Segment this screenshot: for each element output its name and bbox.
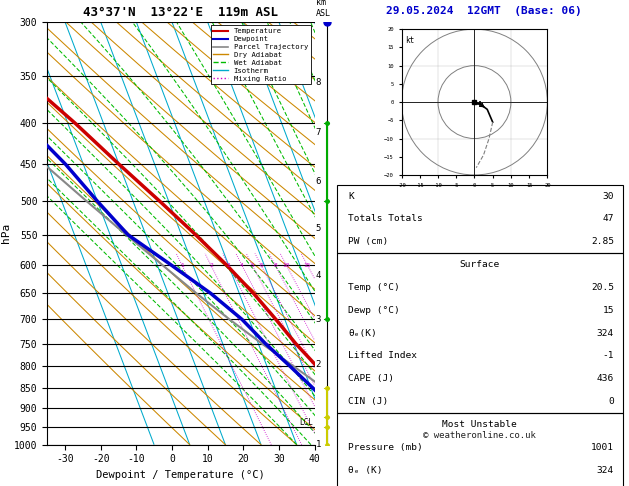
Title: 43°37'N  13°22'E  119m ASL: 43°37'N 13°22'E 119m ASL [83, 6, 279, 19]
Text: 5: 5 [316, 225, 321, 233]
Text: 6: 6 [316, 176, 321, 186]
Text: 1001: 1001 [591, 443, 614, 451]
Text: 4: 4 [316, 271, 321, 280]
Text: 1: 1 [316, 440, 321, 449]
X-axis label: Dewpoint / Temperature (°C): Dewpoint / Temperature (°C) [96, 470, 265, 480]
Text: 6: 6 [259, 263, 263, 268]
Text: 3: 3 [227, 263, 231, 268]
Text: 5: 5 [250, 263, 254, 268]
Text: K: K [348, 191, 353, 201]
Text: 2: 2 [316, 360, 321, 368]
Text: CAPE (J): CAPE (J) [348, 374, 394, 383]
Text: PW (cm): PW (cm) [348, 237, 388, 246]
Text: -1: -1 [603, 351, 614, 361]
Text: 0: 0 [608, 397, 614, 406]
Text: 20.5: 20.5 [591, 283, 614, 292]
Text: 4: 4 [240, 263, 244, 268]
Text: 30: 30 [603, 191, 614, 201]
Y-axis label: hPa: hPa [1, 223, 11, 243]
Legend: Temperature, Dewpoint, Parcel Trajectory, Dry Adiabat, Wet Adiabat, Isotherm, Mi: Temperature, Dewpoint, Parcel Trajectory… [211, 25, 311, 85]
Text: Totals Totals: Totals Totals [348, 214, 423, 224]
Text: 8: 8 [274, 263, 277, 268]
Text: 7: 7 [316, 128, 321, 137]
Text: Most Unstable: Most Unstable [442, 420, 517, 429]
Text: 8: 8 [316, 78, 321, 87]
Text: 29.05.2024  12GMT  (Base: 06): 29.05.2024 12GMT (Base: 06) [386, 5, 582, 16]
Text: 436: 436 [597, 374, 614, 383]
Text: θₑ(K): θₑ(K) [348, 329, 377, 338]
Bar [337, 253, 623, 413]
Text: 1: 1 [181, 263, 184, 268]
Text: θₑ (K): θₑ (K) [348, 466, 382, 474]
Text: km
ASL: km ASL [316, 0, 331, 17]
Text: Lifted Index: Lifted Index [348, 351, 417, 361]
Text: Pressure (mb): Pressure (mb) [348, 443, 423, 451]
Text: 15: 15 [603, 306, 614, 315]
Text: 47: 47 [603, 214, 614, 224]
Text: Surface: Surface [460, 260, 499, 269]
Text: Temp (°C): Temp (°C) [348, 283, 399, 292]
Text: CIN (J): CIN (J) [348, 397, 388, 406]
Text: 10: 10 [282, 263, 290, 268]
Text: 324: 324 [597, 329, 614, 338]
Bar [337, 413, 623, 486]
Text: LCL: LCL [299, 418, 313, 428]
Text: Dewp (°C): Dewp (°C) [348, 306, 399, 315]
Text: 3: 3 [316, 315, 321, 324]
Text: 2: 2 [209, 263, 213, 268]
Text: kt: kt [405, 36, 415, 46]
Text: © weatheronline.co.uk: © weatheronline.co.uk [423, 432, 536, 440]
Text: 324: 324 [597, 466, 614, 474]
Text: 15: 15 [304, 263, 311, 268]
Bar [337, 185, 623, 253]
Text: 2.85: 2.85 [591, 237, 614, 246]
